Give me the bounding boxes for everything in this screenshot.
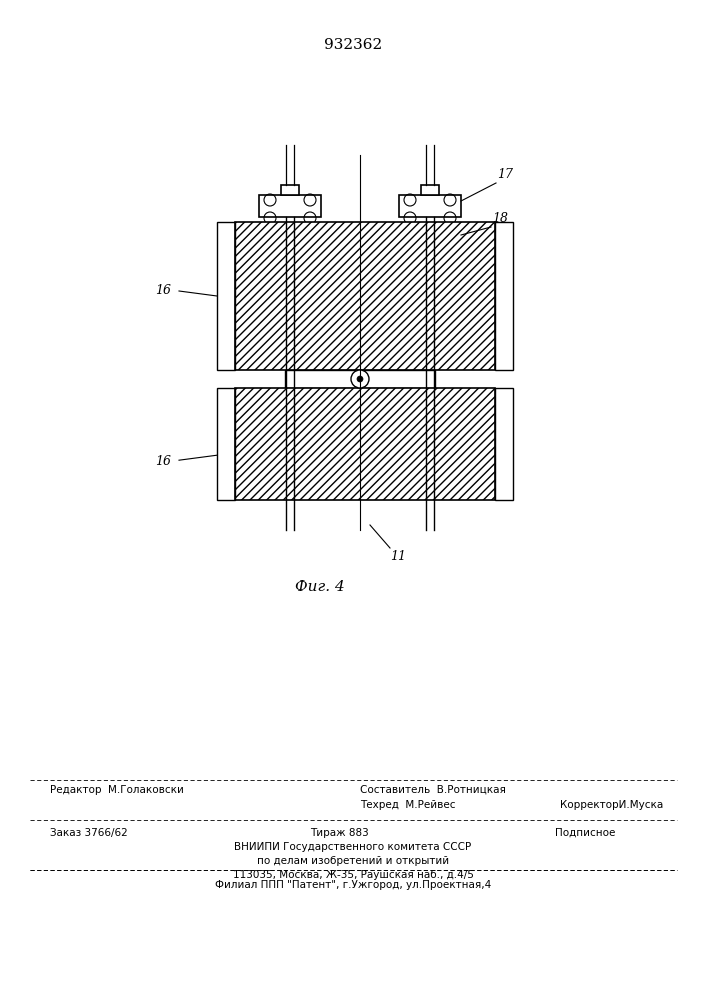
Text: 16: 16 xyxy=(155,284,171,296)
Bar xyxy=(235,388,495,500)
Text: по делам изобретений и открытий: по делам изобретений и открытий xyxy=(257,856,449,866)
Circle shape xyxy=(351,370,369,388)
Bar xyxy=(285,370,435,388)
Text: Подписное: Подписное xyxy=(555,828,615,838)
Text: ВНИИПИ Государственного комитета СССР: ВНИИПИ Государственного комитета СССР xyxy=(235,842,472,852)
Text: Техред  М.Рейвес: Техред М.Рейвес xyxy=(360,800,455,810)
Bar xyxy=(235,222,495,370)
Text: 932362: 932362 xyxy=(324,38,382,52)
Bar xyxy=(217,222,235,370)
Text: Заказ 3766/62: Заказ 3766/62 xyxy=(50,828,128,838)
Text: Составитель  В.Ротницкая: Составитель В.Ротницкая xyxy=(360,785,506,795)
Bar xyxy=(281,185,299,195)
Text: КорректорИ.Муска: КорректорИ.Муска xyxy=(560,800,663,810)
Text: 16: 16 xyxy=(155,455,171,468)
Bar xyxy=(217,388,235,500)
Text: Фиг. 4: Фиг. 4 xyxy=(295,580,345,594)
Bar xyxy=(421,185,439,195)
Bar xyxy=(495,222,513,370)
Bar xyxy=(495,388,513,500)
Text: 18: 18 xyxy=(492,212,508,225)
Text: 11: 11 xyxy=(390,550,406,563)
Text: 17: 17 xyxy=(497,168,513,181)
Text: 113035, Москва, Ж-35, Раушская наб., д.4/5: 113035, Москва, Ж-35, Раушская наб., д.4… xyxy=(233,870,474,880)
Circle shape xyxy=(357,376,363,382)
Bar xyxy=(259,195,321,217)
Bar xyxy=(399,195,461,217)
Text: Тираж 883: Тираж 883 xyxy=(310,828,369,838)
Text: Филиал ППП "Патент", г.Ужгород, ул.Проектная,4: Филиал ППП "Патент", г.Ужгород, ул.Проек… xyxy=(215,880,491,890)
Text: Редактор  М.Голаковски: Редактор М.Голаковски xyxy=(50,785,184,795)
